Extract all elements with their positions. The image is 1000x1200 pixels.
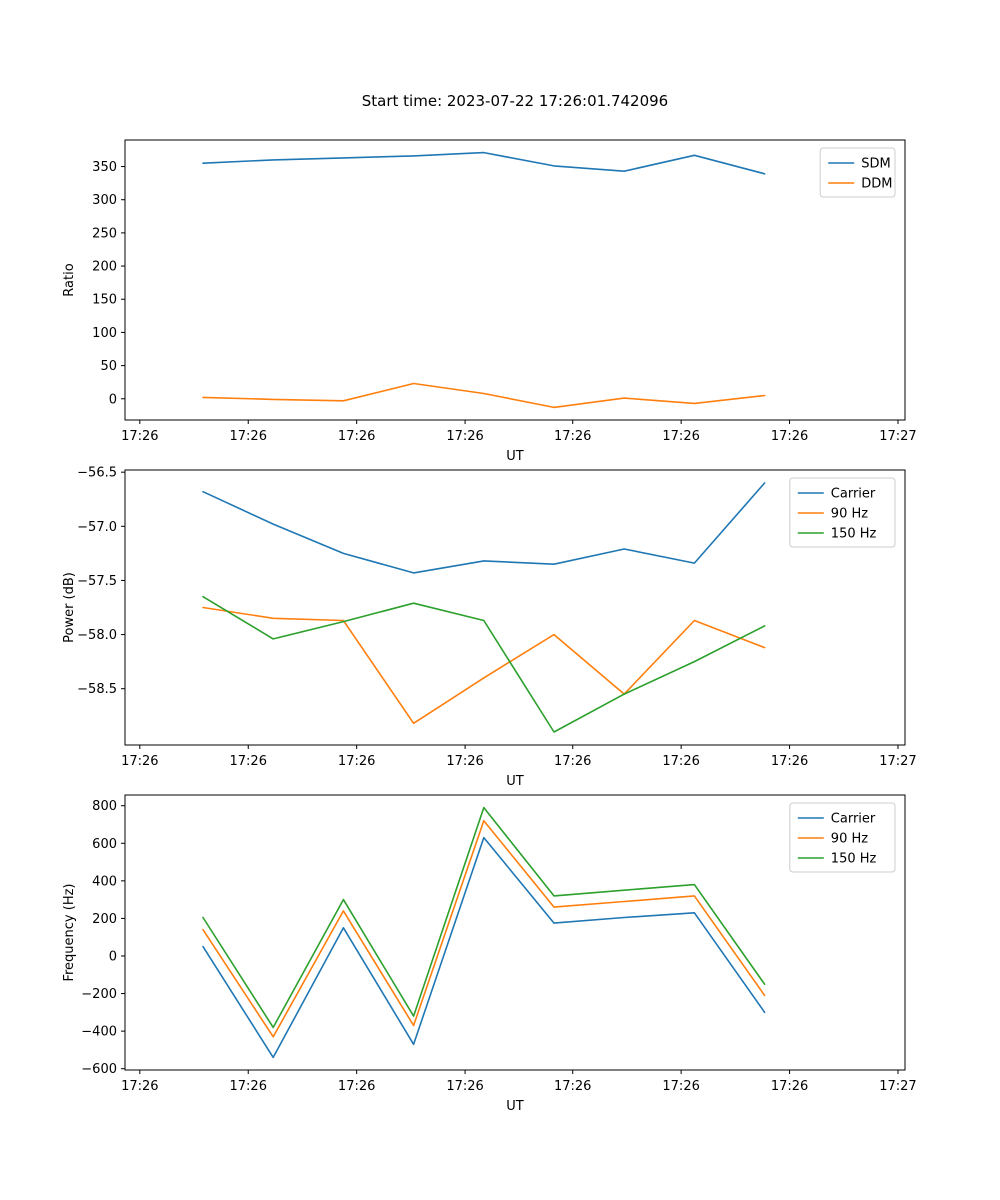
y-tick-label: −400 (81, 1025, 117, 1040)
axes-frame (124, 469, 906, 746)
y-tick-label: 800 (92, 799, 117, 814)
chart-panel-1: 0 50 100 150 200 250 300 350 17:26 17:26 17:26 17:2… (62, 139, 917, 464)
legend-box (789, 477, 896, 548)
y-tick-label: −58.0 (77, 628, 117, 643)
x-tick-label: 17:26 (662, 429, 699, 444)
x-tick-label: 17:26 (662, 1079, 699, 1094)
series-line-carrier (202, 482, 766, 574)
series-line-150-hz (202, 595, 766, 733)
axes-frame (124, 139, 906, 421)
y-tick-label: 50 (100, 359, 117, 374)
y-tick-label: 300 (92, 193, 117, 208)
y-tick-label: 250 (92, 226, 117, 241)
chart-panel-2: −56.5 −57.0 −57.5 −58.0 −58.5 17:26 17:26 17:26… (62, 466, 917, 789)
x-tick-label: 17:26 (230, 754, 267, 769)
y-tick-label: 0 (109, 949, 117, 964)
x-tick-label: 17:26 (338, 754, 375, 769)
series-line-150-hz (202, 806, 766, 1029)
x-tick-label: 17:26 (121, 1079, 158, 1094)
legend-label: 150 Hz (831, 852, 877, 867)
x-tick-label: 17:26 (554, 754, 591, 769)
y-tick-label: −58.5 (77, 682, 117, 697)
y-tick-label: −600 (81, 1062, 117, 1077)
x-tick-label: 17:26 (554, 429, 591, 444)
x-tick-label: 17:26 (446, 429, 483, 444)
x-tick-label: 17:26 (446, 754, 483, 769)
x-tick-label: 17:26 (121, 429, 158, 444)
y-tick-label: −57.5 (77, 574, 117, 589)
x-tick-label: 17:26 (338, 1079, 375, 1094)
x-axis-label: UT (506, 449, 524, 464)
legend-label: 150 Hz (831, 527, 877, 542)
legend-label: Carrier (831, 487, 876, 502)
x-tick-label: 17:26 (662, 754, 699, 769)
series-line-ddm (202, 382, 766, 409)
y-tick-label: −57.0 (77, 520, 117, 535)
legend-label: 90 Hz (831, 832, 868, 847)
x-tick-label: 17:27 (879, 429, 916, 444)
legend-box (819, 147, 896, 198)
figure-title: Start time: 2023-07-22 17:26:01.742096 (361, 92, 669, 110)
y-tick-label: 100 (92, 326, 117, 341)
x-tick-label: 17:26 (771, 1079, 808, 1094)
x-tick-label: 17:26 (230, 1079, 267, 1094)
x-axis-label: UT (506, 1099, 524, 1114)
x-tick-label: 17:26 (446, 1079, 483, 1094)
x-tick-label: 17:26 (554, 1079, 591, 1094)
y-tick-label: 400 (92, 874, 117, 889)
y-tick-label: −200 (81, 987, 117, 1002)
series-line-sdm (202, 151, 766, 175)
series-line-carrier (202, 836, 766, 1059)
y-axis-label: Ratio (62, 263, 77, 296)
x-tick-label: 17:26 (230, 429, 267, 444)
legend-label: SDM (861, 157, 890, 172)
y-tick-label: 200 (92, 260, 117, 275)
x-tick-label: 17:27 (879, 1079, 916, 1094)
y-tick-label: 150 (92, 293, 117, 308)
axes-frame (124, 794, 906, 1071)
y-axis-label: Frequency (Hz) (62, 883, 77, 981)
y-tick-label: 0 (109, 392, 117, 407)
series-line-90-hz (202, 606, 766, 725)
chart-panel-3: −600 −400 −200 0 200 400 600 800 17:26 17:26 17:26… (62, 794, 917, 1114)
y-axis-label: Power (dB) (62, 572, 77, 643)
y-tick-label: −56.5 (77, 466, 117, 481)
series-line-90-hz (202, 819, 766, 1038)
legend-label: Carrier (831, 812, 876, 827)
y-tick-label: 600 (92, 837, 117, 852)
x-tick-label: 17:26 (771, 429, 808, 444)
x-tick-label: 17:26 (771, 754, 808, 769)
legend-label: 90 Hz (831, 507, 868, 522)
x-tick-label: 17:27 (879, 754, 916, 769)
x-tick-label: 17:26 (338, 429, 375, 444)
legend-label: DDM (861, 177, 892, 192)
legend-box (789, 802, 896, 873)
x-axis-label: UT (506, 774, 524, 789)
x-tick-label: 17:26 (121, 754, 158, 769)
y-tick-label: 350 (92, 160, 117, 175)
y-tick-label: 200 (92, 912, 117, 927)
